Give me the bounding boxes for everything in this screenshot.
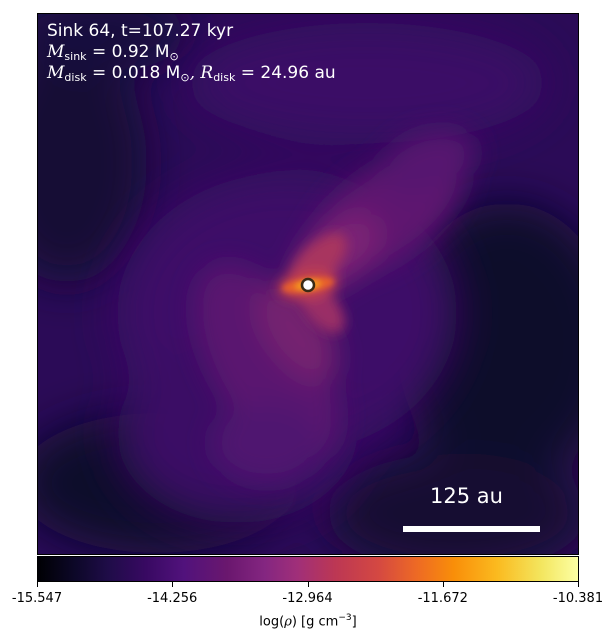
colorbar-tick: [37, 582, 38, 587]
colorbar-tick-label: -14.256: [147, 591, 198, 606]
sink-mass-unit: ⊙: [169, 50, 179, 63]
colorbar-tick: [442, 582, 444, 587]
colorbar-label-symbol: ρ: [284, 614, 292, 630]
sink-mass-subscript: sink: [64, 50, 87, 63]
colorbar-label-prefix: log(: [259, 614, 285, 630]
sink-mass-value: = 0.92 M: [86, 42, 170, 62]
colorbar: [37, 556, 579, 582]
colorbar-tick-label: -12.964: [282, 591, 333, 606]
colorbar-tick: [578, 582, 579, 587]
disk-mass-unit: ⊙: [180, 71, 190, 84]
density-map: [37, 13, 579, 555]
colorbar-label-close: ]: [351, 614, 357, 630]
colorbar-tick-label: -15.547: [11, 591, 63, 606]
disk-radius-value: = 24.96 au: [235, 63, 336, 83]
sink-mass-symbol: M: [47, 42, 65, 62]
colorbar-tick-label: -10.381: [552, 591, 604, 606]
scalebar-label: 125 au: [430, 484, 503, 508]
sink-mass-line: Msink = 0.92 M⊙: [47, 42, 179, 67]
disk-info-line: Mdisk = 0.018 M⊙, Rdisk = 24.96 au: [47, 63, 336, 88]
colorbar-tick-label: -11.672: [417, 591, 468, 606]
disk-mass-subscript: disk: [64, 71, 87, 84]
disk-radius-subscript: disk: [213, 71, 236, 84]
colorbar-label: log(ρ) [g cm−3]: [259, 613, 356, 629]
sink-info-line: Sink 64, t=107.27 kyr: [47, 21, 233, 42]
colorbar-label-exponent: −3: [338, 613, 352, 623]
scalebar-line: [403, 526, 540, 532]
sink-particle-marker: [300, 277, 316, 293]
colorbar-tick: [307, 582, 309, 587]
colorbar-label-suffix: ) [g cm: [291, 614, 339, 630]
colorbar-tick: [172, 582, 174, 587]
disk-mass-value: = 0.018 M: [86, 63, 181, 83]
disk-mass-symbol: M: [47, 63, 65, 83]
density-map-image: [37, 13, 579, 555]
sink-info-text: Sink 64, t=107.27 kyr: [47, 21, 234, 41]
disk-radius-symbol: , R: [189, 63, 214, 83]
